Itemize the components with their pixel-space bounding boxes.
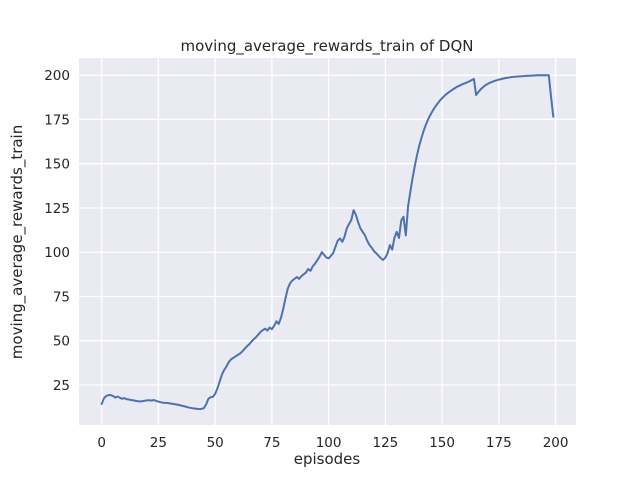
y-tick-label: 125 — [44, 201, 70, 217]
y-tick-label: 150 — [44, 157, 70, 173]
x-tick-label: 125 — [373, 435, 399, 451]
plot-generated: 0 25 50 75 100 125 150 175 200 25 50 75 100 125 150 175… — [44, 58, 576, 451]
y-tick-label: 50 — [53, 334, 70, 350]
y-tick-label: 100 — [44, 245, 70, 261]
y-tick-label: 25 — [53, 378, 70, 394]
chart-title: moving_average_rewards_train of DQN — [180, 37, 473, 56]
x-tick-label: 175 — [486, 435, 512, 451]
series-line — [100, 74, 555, 411]
x-tick-label: 0 — [97, 435, 106, 451]
y-tick-label: 175 — [44, 112, 70, 128]
x-tick-label: 25 — [150, 435, 167, 451]
y-axis-label: moving_average_rewards_train — [8, 125, 27, 359]
y-tick-label: 75 — [53, 290, 70, 306]
plot-area — [79, 58, 576, 425]
x-tick-label: 200 — [543, 435, 569, 451]
x-axis-label: episodes — [294, 450, 361, 468]
y-tick-label: 200 — [44, 68, 70, 84]
x-tick-label: 75 — [263, 435, 280, 451]
x-tick-label: 150 — [429, 435, 455, 451]
x-tick-label: 100 — [316, 435, 342, 451]
x-tick-label: 50 — [207, 435, 224, 451]
